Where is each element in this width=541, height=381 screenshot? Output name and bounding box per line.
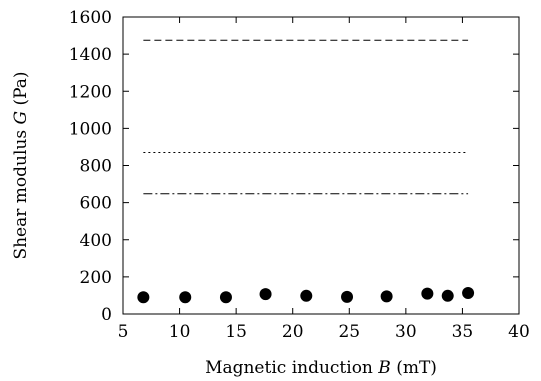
x-axis-label-prefix: Magnetic induction: [205, 358, 378, 378]
x-axis-label-suffix: (mT): [391, 358, 437, 378]
x-axis-label: Magnetic induction B (mT): [205, 358, 437, 378]
x-tick-label: 25: [338, 322, 360, 342]
x-tick-label: 30: [395, 322, 417, 342]
data-point: [300, 289, 313, 302]
plot-frame: [122, 16, 520, 315]
x-tick-label: 10: [169, 322, 191, 342]
data-point: [462, 287, 475, 300]
x-tick-label: 40: [508, 322, 530, 342]
axis-ticks: 5 10 15 20 25 30 35 400200400600800100012001400…: [69, 8, 530, 342]
data-point: [137, 291, 150, 304]
x-tick-label: 15: [225, 322, 247, 342]
data-point: [380, 290, 393, 303]
y-axis-label-symbol: G: [11, 111, 31, 125]
y-axis-label-suffix: (Pa): [11, 71, 31, 110]
data-point: [441, 289, 454, 302]
data-point: [341, 290, 354, 303]
data-point: [421, 287, 434, 300]
x-tick-label: 5: [118, 322, 129, 342]
data-point: [179, 291, 192, 304]
x-axis-label-symbol: B: [377, 358, 391, 378]
x-tick-label: 35: [452, 322, 474, 342]
reference-lines: [143, 39, 469, 195]
x-tick-label: 20: [282, 322, 304, 342]
data-points: [137, 287, 475, 304]
y-axis-label: Shear modulus G (Pa): [11, 71, 31, 259]
y-tick-label: 1400: [69, 45, 112, 65]
data-point: [259, 288, 272, 301]
y-tick-label: 600: [80, 194, 112, 214]
y-tick-label: 1000: [69, 119, 112, 139]
y-tick-label: 800: [80, 157, 112, 177]
y-axis-label-prefix: Shear modulus: [11, 125, 31, 260]
y-tick-label: 0: [101, 305, 112, 325]
y-tick-label: 1600: [69, 8, 112, 28]
y-tick-label: 200: [80, 268, 112, 288]
y-tick-label: 1200: [69, 82, 112, 102]
y-tick-label: 400: [80, 231, 112, 251]
data-point: [219, 291, 232, 304]
